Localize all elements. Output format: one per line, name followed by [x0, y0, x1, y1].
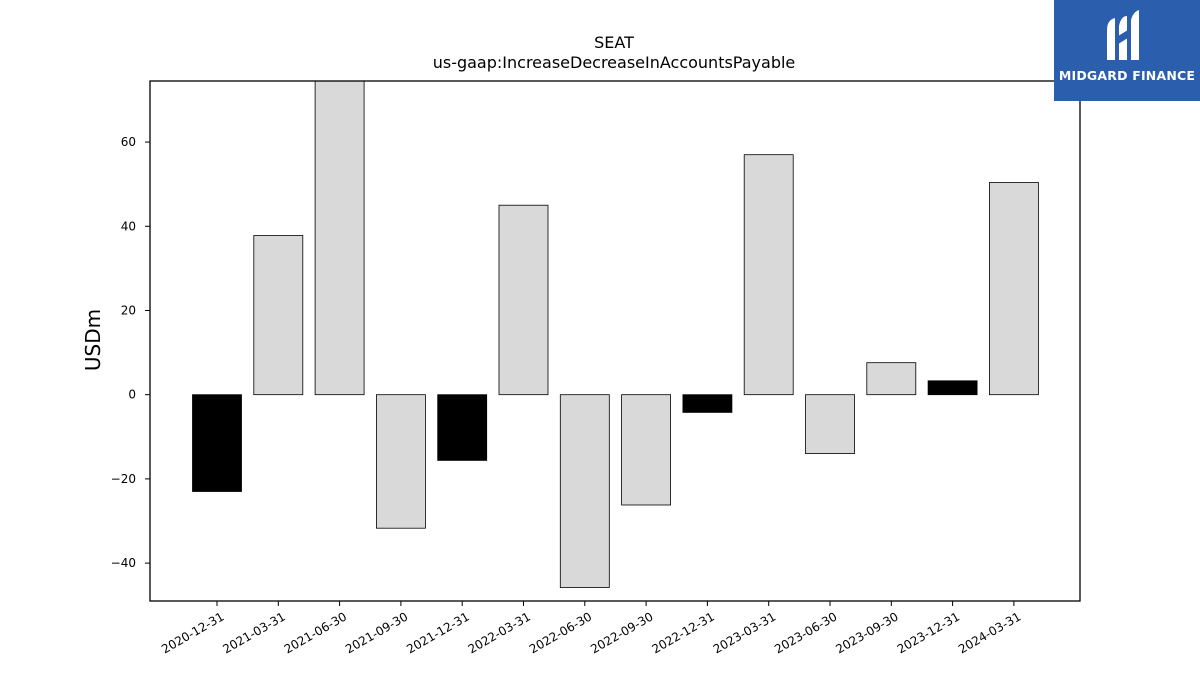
x-tick-label: 2023-06-30 — [772, 609, 839, 656]
x-tick-label: 2021-06-30 — [282, 609, 349, 656]
x-tick-label: 2022-09-30 — [588, 609, 655, 656]
bar-2023-03-31 — [743, 154, 794, 396]
bar-2021-06-30 — [314, 81, 365, 396]
bars — [192, 81, 1039, 588]
x-tick-label: 2021-12-31 — [404, 609, 471, 656]
x-tick-label: 2020-12-31 — [159, 609, 226, 656]
y-tick-label: 0 — [128, 388, 136, 402]
x-tick-label: 2024-03-31 — [956, 609, 1023, 656]
x-tick-label: 2023-03-31 — [711, 609, 778, 656]
x-tick-label: 2023-09-30 — [833, 609, 900, 656]
bar-2023-06-30 — [805, 394, 855, 455]
plot-frame — [149, 80, 1081, 602]
chart-subtitle: us-gaap:IncreaseDecreaseInAccountsPayabl… — [433, 53, 796, 72]
midgard-m-icon — [1107, 10, 1139, 60]
y-tick-label: −40 — [111, 556, 136, 570]
x-tick-label: 2022-12-31 — [649, 609, 716, 656]
x-tick-label: 2021-03-31 — [220, 609, 287, 656]
bar-2021-12-31 — [437, 394, 488, 461]
bar-2023-09-30 — [866, 362, 917, 396]
x-ticks: 2020-12-312021-03-312021-06-302021-09-30… — [159, 601, 1023, 656]
bar-2024-03-31 — [989, 182, 1039, 396]
y-tick-label: −20 — [111, 472, 136, 486]
logo-text: MIDGARD FINANCE — [1058, 68, 1196, 83]
x-tick-label: 2022-03-31 — [466, 609, 533, 656]
bar-2023-12-31 — [927, 380, 978, 396]
bar-2022-09-30 — [621, 394, 671, 506]
x-tick-label: 2022-06-30 — [527, 609, 594, 656]
bar-2022-06-30 — [559, 394, 610, 588]
chart-title: SEAT — [594, 33, 634, 52]
y-tick-label: 40 — [121, 219, 136, 233]
bar-2021-09-30 — [375, 394, 426, 529]
x-tick-label: 2021-09-30 — [343, 609, 410, 656]
bar-2021-03-31 — [253, 235, 304, 396]
bar-2022-12-31 — [682, 394, 733, 413]
y-tick-label: 20 — [121, 303, 136, 317]
y-ticks: −40 −20 0 20 40 60 — [111, 135, 150, 570]
bar-2020-12-31 — [192, 394, 242, 492]
bar-2022-03-31 — [498, 204, 549, 396]
y-tick-label: 60 — [121, 135, 136, 149]
x-tick-label: 2023-12-31 — [895, 609, 962, 656]
y-axis-label: USDm — [81, 309, 105, 371]
midgard-finance-logo: MIDGARD FINANCE — [1054, 0, 1200, 101]
